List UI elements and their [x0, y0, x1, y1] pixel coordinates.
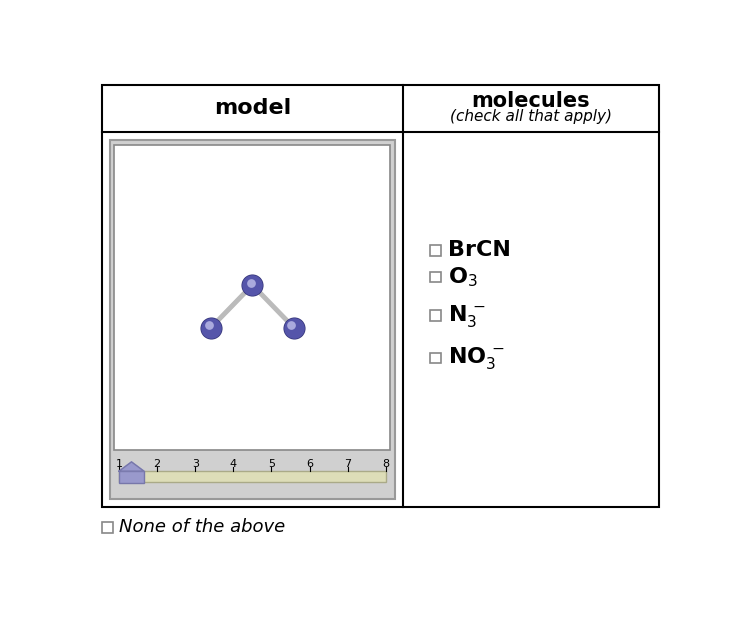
- Point: [246, 280, 258, 290]
- Point: [245, 278, 257, 288]
- Point: [246, 280, 258, 290]
- Point: [288, 323, 300, 333]
- Text: 5: 5: [268, 459, 275, 469]
- Text: BrCN: BrCN: [448, 240, 511, 260]
- Bar: [119, 471, 386, 482]
- Bar: [430, 272, 441, 283]
- Point: [205, 323, 217, 333]
- Point: [286, 320, 298, 330]
- Text: 4: 4: [230, 459, 237, 469]
- Point: [203, 320, 214, 330]
- Text: 8: 8: [382, 459, 390, 469]
- Text: model: model: [214, 99, 291, 119]
- Text: 2: 2: [154, 459, 161, 469]
- Bar: [430, 352, 441, 364]
- Text: NO$_3^{\,-}$: NO$_3^{\,-}$: [448, 345, 505, 371]
- Text: O$_3$: O$_3$: [448, 265, 478, 289]
- Bar: [102, 85, 658, 507]
- Bar: [102, 522, 113, 533]
- Text: (check all that apply): (check all that apply): [450, 109, 611, 124]
- Text: 6: 6: [306, 459, 313, 469]
- Bar: [430, 245, 441, 256]
- Text: N$_3^{\,-}$: N$_3^{\,-}$: [448, 303, 486, 328]
- Point: [288, 323, 300, 333]
- Text: None of the above: None of the above: [119, 518, 286, 536]
- Bar: [114, 144, 390, 450]
- Text: 1: 1: [116, 459, 122, 469]
- Text: 3: 3: [191, 459, 199, 469]
- Polygon shape: [119, 462, 144, 471]
- Text: molecules: molecules: [471, 91, 590, 111]
- Point: [205, 323, 217, 333]
- Text: 7: 7: [344, 459, 351, 469]
- Bar: [119, 471, 144, 484]
- Bar: [110, 140, 395, 499]
- Bar: [430, 310, 441, 321]
